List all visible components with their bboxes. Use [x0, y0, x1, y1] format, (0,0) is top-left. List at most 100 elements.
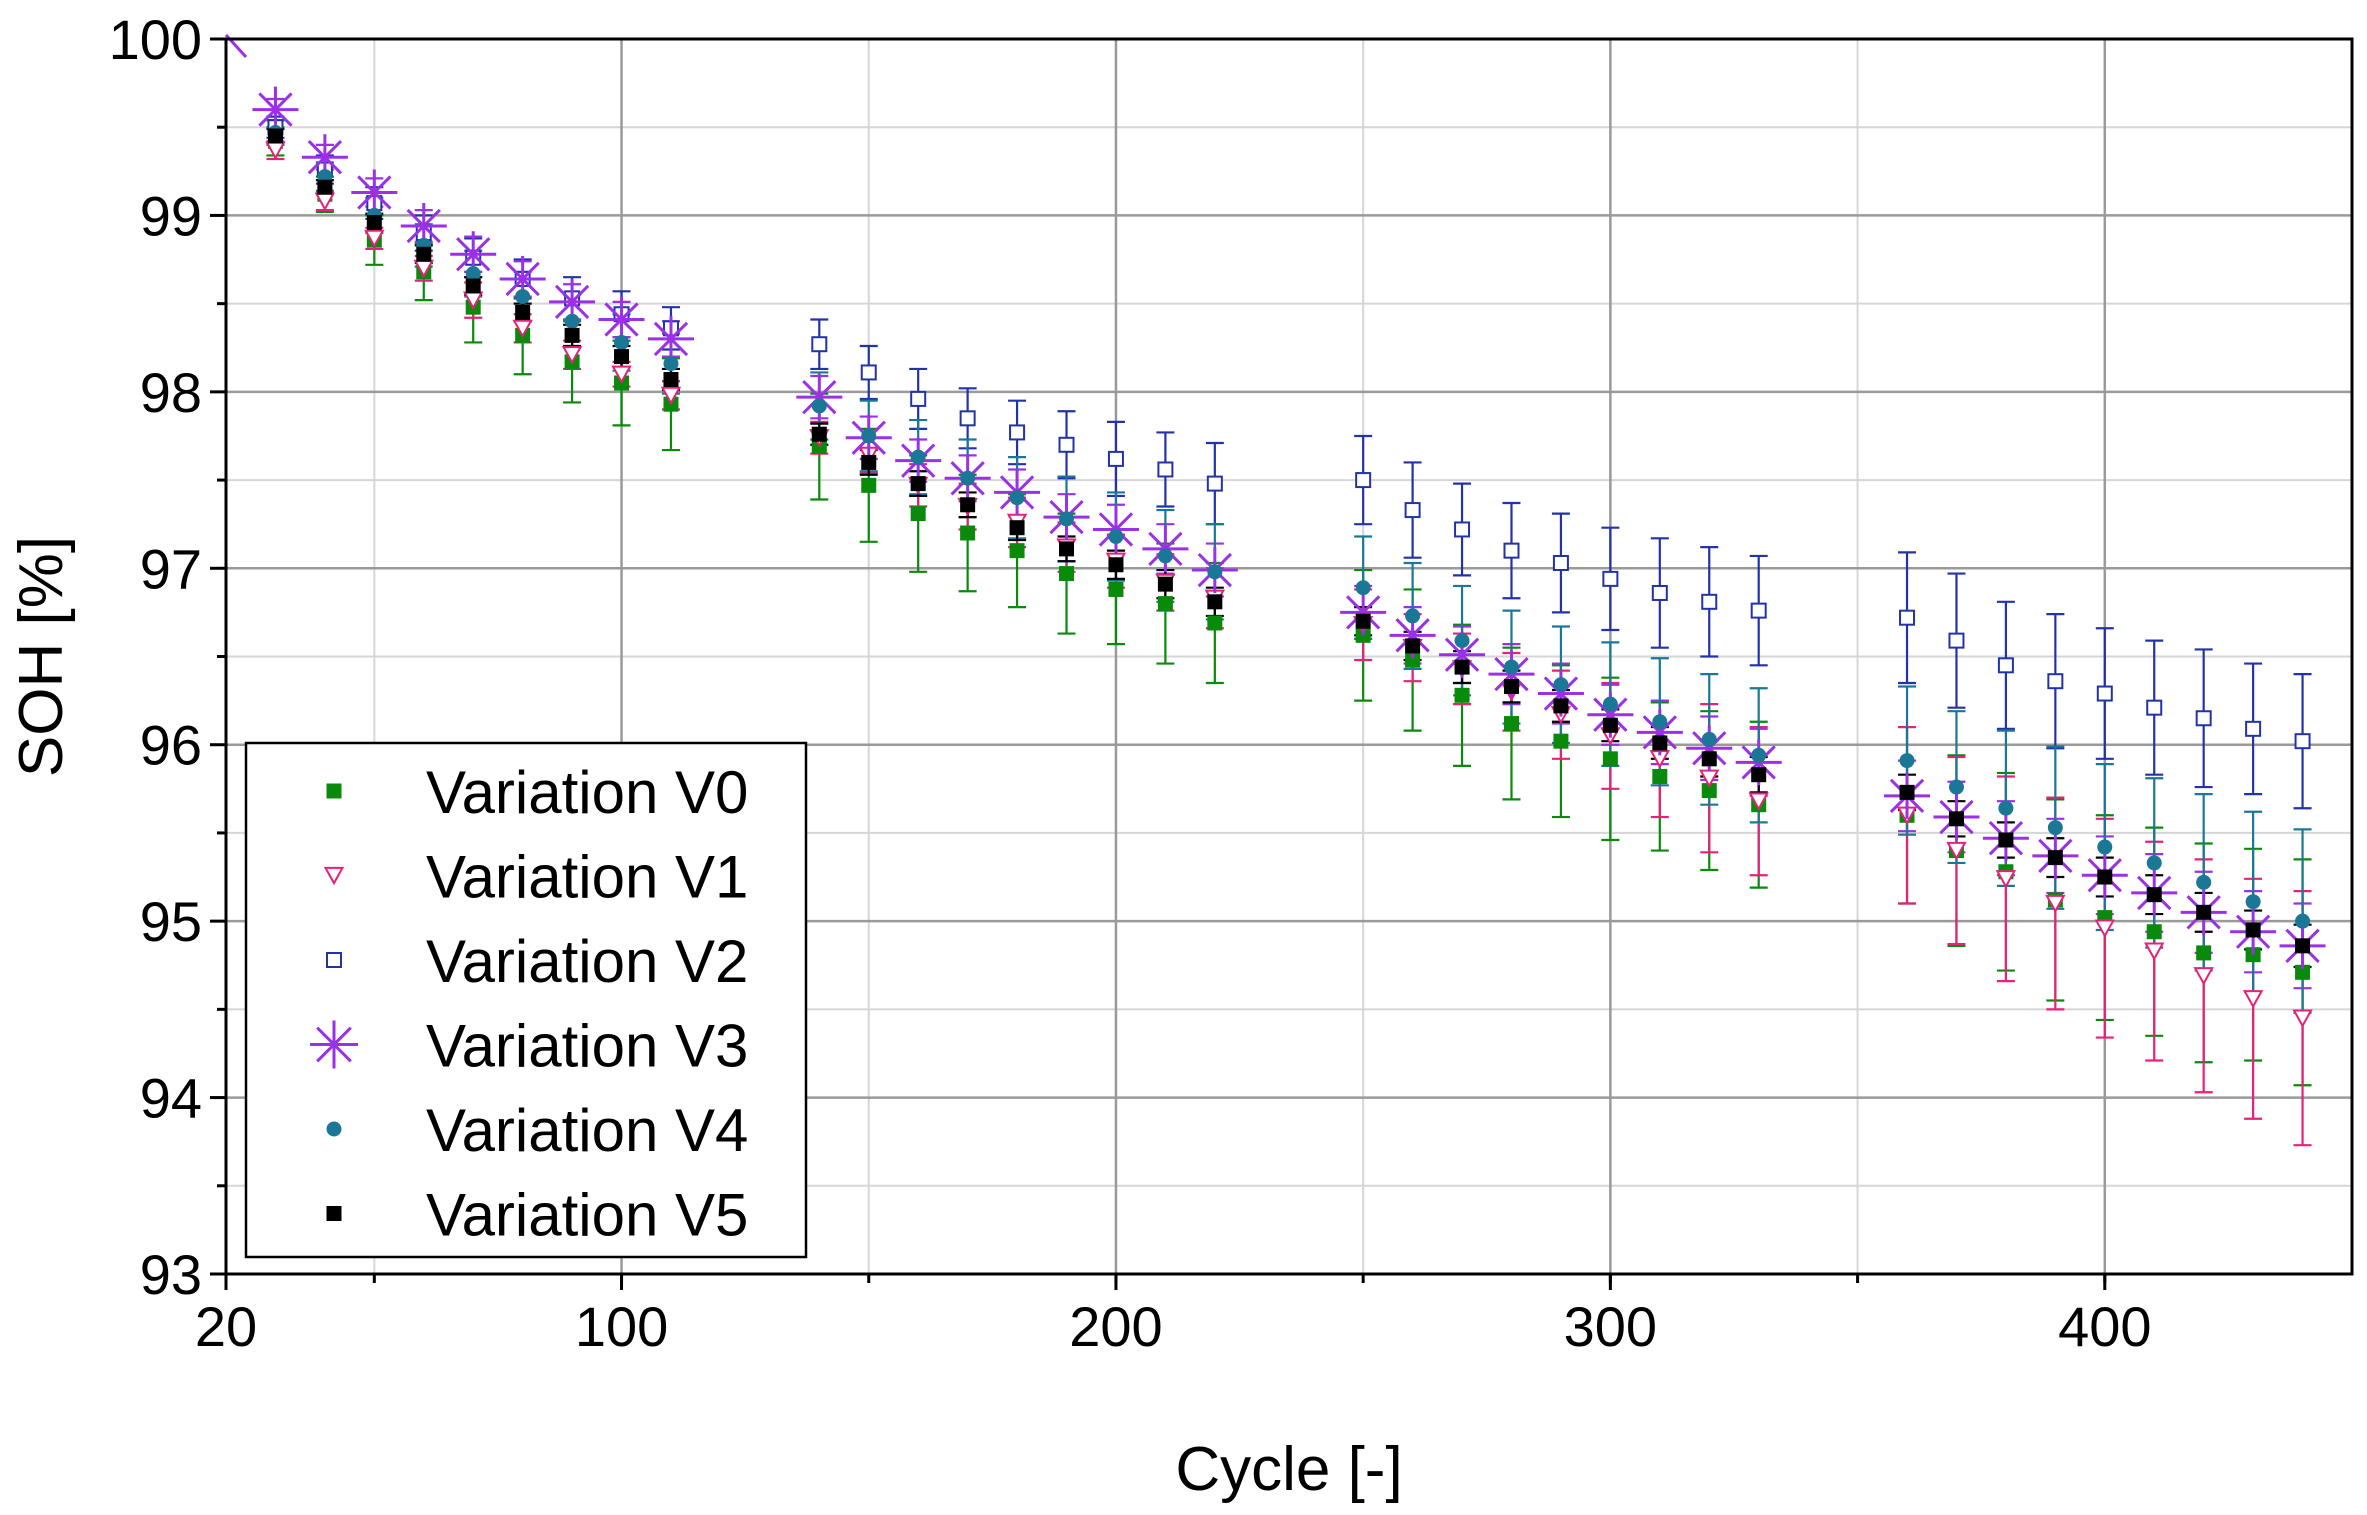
data-point [1553, 698, 1569, 714]
points-variation-v1 [265, 141, 2313, 1028]
y-tick-label: 94 [140, 1067, 202, 1130]
data-point [1405, 608, 1421, 624]
points-variation-v4 [267, 125, 2311, 929]
data-point [1157, 461, 1174, 478]
data-point [1355, 472, 1372, 489]
data-point [1009, 520, 1025, 536]
data-point [1651, 584, 1668, 601]
data-point [1454, 521, 1471, 538]
legend-label: Variation V3 [426, 1013, 748, 1080]
data-point [2195, 710, 2212, 727]
legend-marker [310, 1020, 358, 1069]
data-point [1454, 633, 1470, 649]
data-point [2245, 922, 2261, 938]
data-point [561, 346, 583, 365]
data-point [2047, 673, 2064, 690]
data-point [2045, 894, 2066, 914]
data-point [1750, 602, 1767, 619]
data-point [1552, 554, 1569, 571]
legend-label: Variation V5 [426, 1182, 748, 1249]
data-point [1701, 751, 1717, 767]
data-point [2047, 850, 2063, 866]
data-point [1355, 580, 1371, 596]
data-point [1899, 753, 1915, 769]
data-point [861, 477, 877, 493]
data-point [663, 372, 679, 388]
data-point [1998, 800, 2014, 816]
data-point [1009, 490, 1025, 506]
data-markers [224, 33, 2326, 1028]
data-point [2294, 733, 2311, 750]
data-point [416, 246, 432, 262]
data-point [317, 179, 333, 195]
data-point [2146, 699, 2163, 716]
legend-marker [326, 1206, 342, 1221]
x-tick-label: 20 [195, 1295, 257, 1358]
data-point [1207, 594, 1223, 610]
y-tick-label: 100 [109, 8, 202, 71]
legend-label: Variation V0 [426, 759, 748, 826]
data-point [515, 289, 531, 305]
data-point [1948, 779, 1964, 795]
data-point [2295, 938, 2311, 954]
data-point [1454, 687, 1470, 703]
data-point [1404, 502, 1421, 519]
data-point [2146, 887, 2162, 903]
data-point [1405, 638, 1421, 654]
data-point [1206, 475, 1223, 492]
data-point [1553, 677, 1569, 693]
y-tick-label: 96 [140, 714, 202, 777]
data-point [1503, 678, 1519, 694]
data-point [1602, 717, 1618, 733]
data-point [1389, 612, 1436, 659]
data-point [515, 304, 531, 320]
data-point [1207, 615, 1223, 631]
data-point [1503, 659, 1519, 675]
errorbars-variation-v2 [266, 115, 2312, 810]
data-point [564, 327, 580, 343]
data-point [614, 349, 630, 365]
data-point [1899, 784, 1915, 800]
data-point [564, 313, 580, 329]
data-point [2047, 820, 2063, 836]
data-point [1899, 609, 1916, 626]
x-tick-label: 300 [1564, 1295, 1657, 1358]
data-point [1998, 832, 2014, 848]
data-point [910, 506, 926, 522]
data-point [1059, 566, 1075, 582]
data-point [611, 365, 632, 384]
data-point [1751, 747, 1767, 763]
data-point [910, 476, 926, 492]
data-point [351, 169, 398, 216]
data-point [2196, 904, 2212, 920]
data-point [910, 390, 927, 407]
data-point [1997, 657, 2014, 674]
y-tick-label: 95 [140, 890, 202, 953]
data-point [2094, 919, 2115, 938]
data-point [2245, 720, 2262, 737]
data-point [2295, 964, 2311, 980]
data-point [1701, 593, 1718, 610]
data-point [1009, 543, 1025, 559]
data-point [2242, 990, 2264, 1009]
x-tick-label: 100 [575, 1295, 668, 1358]
data-point [512, 319, 533, 339]
data-point [1652, 714, 1668, 730]
axis-ticks [210, 37, 2107, 1290]
data-point [364, 229, 385, 249]
data-point [860, 364, 877, 381]
data-point [1207, 564, 1223, 580]
data-point [1948, 811, 1964, 827]
data-point [1652, 735, 1668, 751]
data-point [1751, 767, 1767, 783]
legend-item: Variation V3 [310, 1013, 748, 1080]
legend-marker [326, 783, 342, 799]
x-axis-label: Cycle [-] [1175, 1435, 1402, 1504]
y-tick-label: 97 [140, 537, 202, 600]
data-point [2146, 924, 2162, 940]
legend-box [244, 741, 808, 1259]
data-point [1009, 424, 1026, 441]
data-point [861, 454, 877, 470]
data-point [660, 386, 682, 406]
data-point [2196, 945, 2212, 961]
